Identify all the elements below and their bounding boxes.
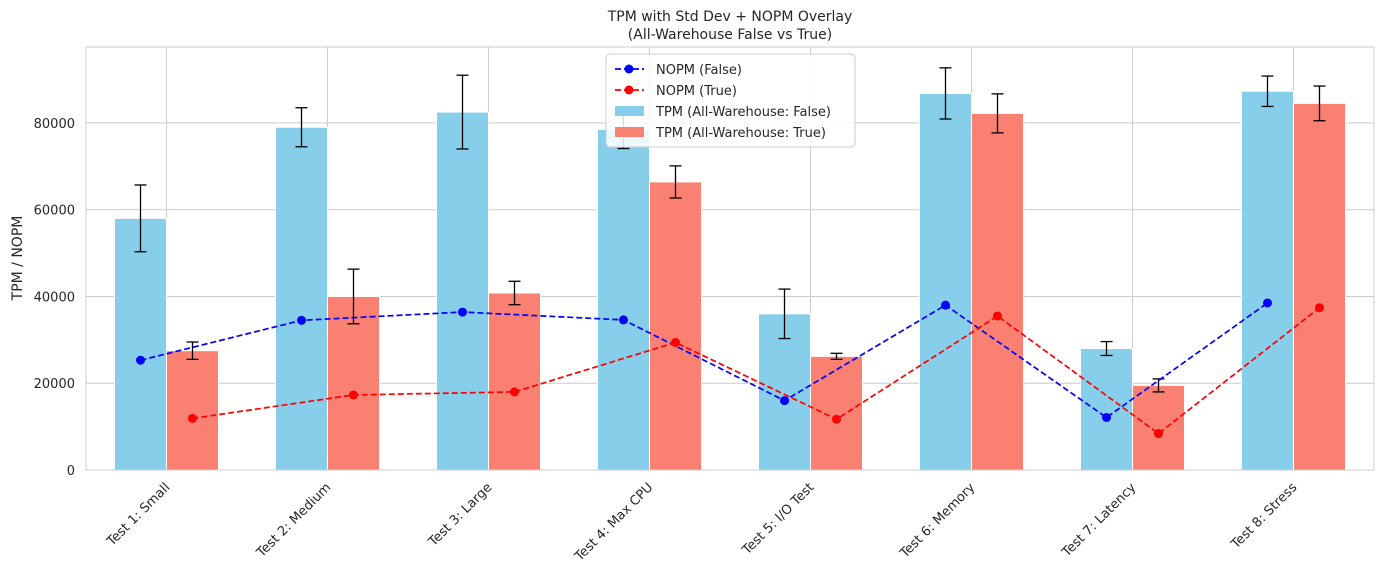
nopm-point xyxy=(780,396,789,406)
bar xyxy=(1132,384,1185,471)
bar xyxy=(488,292,541,471)
y-axis-label: TPM / NOPM xyxy=(10,216,26,302)
x-tick-labels: Test 1: Small Test 2: Medium Test 3: Large… xyxy=(104,480,1301,565)
nopm-point xyxy=(188,413,197,423)
bar xyxy=(810,355,863,471)
bar xyxy=(1293,102,1346,471)
nopm-line xyxy=(192,307,1321,435)
plot-frame xyxy=(85,46,1375,471)
error-bars-layer xyxy=(134,67,1326,393)
x-tick-label: Test 1: Small xyxy=(104,480,174,550)
chart-title: TPM with Std Dev + NOPM Overlay xyxy=(607,9,853,25)
nopm-point xyxy=(349,390,358,400)
x-tick-label: Test 6: Memory xyxy=(897,480,979,562)
x-tick-label: Test 8: Stress xyxy=(1228,480,1301,553)
legend-label: NOPM (True) xyxy=(656,84,737,99)
chart-subtitle: (All-Warehouse False vs True) xyxy=(628,27,832,43)
legend-bar-swatch xyxy=(615,127,644,137)
nopm-point xyxy=(671,337,680,347)
nopm-point xyxy=(832,414,841,424)
nopm-point xyxy=(941,300,950,310)
bar xyxy=(166,350,219,471)
y-tick-label: 40000 xyxy=(34,290,75,305)
legend-label: NOPM (False) xyxy=(656,63,742,78)
bar xyxy=(327,295,380,471)
y-tick-label: 60000 xyxy=(34,204,75,219)
nopm-point xyxy=(1102,413,1111,423)
bar xyxy=(436,111,489,471)
legend-bar-swatch xyxy=(615,106,644,116)
nopm-point xyxy=(993,311,1002,321)
bar xyxy=(597,128,650,471)
lines-layer xyxy=(136,298,1324,439)
x-tick-label: Test 7: Latency xyxy=(1059,480,1140,561)
bar xyxy=(919,92,972,471)
bar xyxy=(1241,90,1294,471)
bar xyxy=(971,112,1024,471)
y-tick-labels: 0 20000 40000 60000 80000 xyxy=(34,117,75,479)
legend-marker xyxy=(624,85,634,95)
legend-marker xyxy=(624,64,634,74)
nopm-point xyxy=(458,307,467,317)
y-tick-label: 80000 xyxy=(34,117,75,132)
x-tick-label: Test 3: Large xyxy=(425,480,495,550)
bar xyxy=(114,217,167,471)
nopm-line xyxy=(140,302,1268,419)
nopm-point xyxy=(510,387,519,397)
nopm-point xyxy=(297,315,306,325)
nopm-point xyxy=(1315,303,1324,313)
legend: NOPM (False) NOPM (True) TPM (All-Warehous… xyxy=(605,53,856,148)
legend-label: TPM (All-Warehouse: False) xyxy=(655,105,831,120)
nopm-point xyxy=(619,315,628,325)
nopm-point xyxy=(136,355,145,365)
x-tick-label: Test 4: Max CPU xyxy=(571,480,656,565)
nopm-point xyxy=(1154,429,1163,439)
bar xyxy=(649,181,702,471)
x-tick-label: Test 2: Medium xyxy=(253,480,334,561)
y-tick-label: 20000 xyxy=(34,377,75,392)
nopm-point xyxy=(1263,298,1272,308)
legend-box xyxy=(605,53,856,148)
legend-label: TPM (All-Warehouse: True) xyxy=(655,126,826,141)
bar xyxy=(275,126,328,471)
y-tick-label: 0 xyxy=(67,464,75,479)
bars-layer xyxy=(114,90,1346,471)
x-tick-label: Test 5: I/O Test xyxy=(739,480,817,558)
